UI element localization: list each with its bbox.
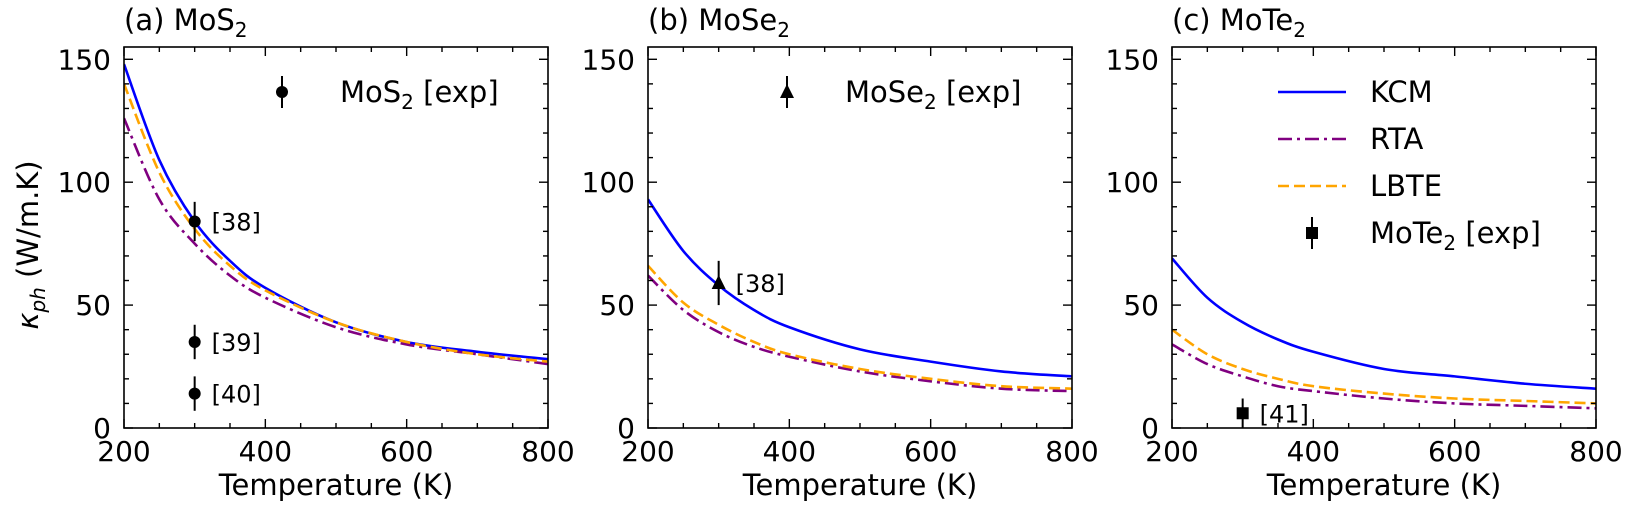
y-axis-title-unit: (W/m.K) [11,160,45,287]
x-tick-label: 400 [1287,435,1340,468]
series-line-lbte [648,264,1072,390]
x-tick-label: 800 [1569,435,1622,468]
legend-label-subscript: 2 [401,90,414,114]
x-tick-label: 400 [763,435,816,468]
legend-label: MoS2 [exp] [340,75,499,114]
y-axis-title-subscript: ph [26,287,50,313]
panel-title-main: (a) MoS [124,3,235,37]
y-tick-label: 100 [582,166,635,199]
legend-label-subscript: 2 [1443,231,1456,255]
experiment-point [1236,407,1249,420]
experiment-point [188,335,201,348]
y-tick-label: 50 [599,289,635,322]
legend-label-suffix: [exp] [414,75,499,109]
x-tick-label: 600 [380,435,433,468]
panel-title-subscript: 2 [777,18,790,42]
legend-label-main: RTA [1370,122,1424,156]
panels: [38][39][40]200 400 600 800050100150Tempera… [58,3,1623,502]
legend-label-main: KCM [1370,75,1433,109]
x-tick-label: 200 [1145,435,1198,468]
panel-title: (b) MoSe2 [648,3,790,42]
legend-label: RTA [1370,122,1424,156]
y-tick-label: 150 [58,43,111,76]
legend-label-main: MoSe [845,75,924,109]
legend-label-suffix: [exp] [1456,216,1541,250]
panel-title: (c) MoTe2 [1172,3,1306,42]
legend-label: LBTE [1370,169,1442,203]
series-line-kcm [648,198,1072,378]
y-tick-label: 100 [1106,166,1159,199]
panel-title-subscript: 2 [235,18,248,42]
x-tick-label: 800 [521,435,574,468]
panel-title-subscript: 2 [1293,18,1306,42]
legend-label-suffix: [exp] [937,75,1022,109]
x-axis-title: Temperature (K) [742,468,978,502]
legend-marker [276,86,288,98]
panel-0: [38] [39] [40] 200 400 600 800 0 50 100 150 Tempera… [58,3,575,502]
x-tick-label: 600 [904,435,957,468]
series-line-lbte [124,83,548,363]
x-axis-title: Temperature (K) [1266,468,1502,502]
x-tick-label: 200 [621,435,674,468]
panel-title-main: (c) MoTe [1172,3,1293,37]
legend-label-main: LBTE [1370,169,1442,203]
legend-marker [780,84,794,98]
legend: KCM RTA LBTE MoTe2 [exp] [1278,75,1541,255]
legend-label: KCM [1370,75,1433,109]
reference-label: [38] [212,209,261,237]
panel-2: [41] 200 400 600 800 0 50 100 150 Temperature (K)… [1106,3,1623,502]
reference-label: [38] [736,270,785,298]
legend-label-main: MoS [340,75,401,109]
experiment-point [711,274,726,289]
series-line-rta [648,274,1072,393]
legend-label-subscript: 2 [924,90,937,114]
y-tick-label: 100 [58,166,111,199]
y-tick-label: 50 [1123,289,1159,322]
experiment-point [188,387,201,400]
y-tick-label: 150 [1106,43,1159,76]
x-tick-label: 400 [239,435,292,468]
x-tick-label: 200 [97,435,150,468]
y-tick-label: 150 [582,43,635,76]
y-axis-title: κph (W/m.K) [11,160,50,329]
y-tick-label: 0 [617,412,635,445]
x-tick-label: 800 [1045,435,1098,468]
legend-label: MoSe2 [exp] [845,75,1022,114]
panel-title: (a) MoS2 [124,3,248,42]
legend: MoSe2 [exp] [780,75,1022,114]
legend: MoS2 [exp] [276,75,499,114]
legend-label-main: MoTe [1370,216,1443,250]
series-line-kcm [124,63,548,361]
y-axis-title-symbol: κ [11,313,45,330]
y-tick-label: 50 [75,289,111,322]
experiment-point [188,215,201,228]
x-axis-title: Temperature (K) [218,468,454,502]
series-line-kcm [1172,257,1596,390]
series-line-lbte [1172,328,1596,405]
y-tick-label: 0 [93,412,111,445]
x-tick-label: 600 [1428,435,1481,468]
y-tick-label: 0 [1141,412,1159,445]
panel-1: [38] 200 400 600 800 0 50 100 150 Temperature (K)… [582,3,1099,502]
legend-label: MoTe2 [exp] [1370,216,1541,255]
reference-label: [41] [1260,400,1309,428]
reference-label: [40] [212,381,261,409]
reference-label: [39] [212,329,261,357]
series-line-rta [124,117,548,366]
legend-marker [1306,227,1318,239]
series-line-rta [1172,343,1596,410]
panel-title-main: (b) MoSe [648,3,777,37]
